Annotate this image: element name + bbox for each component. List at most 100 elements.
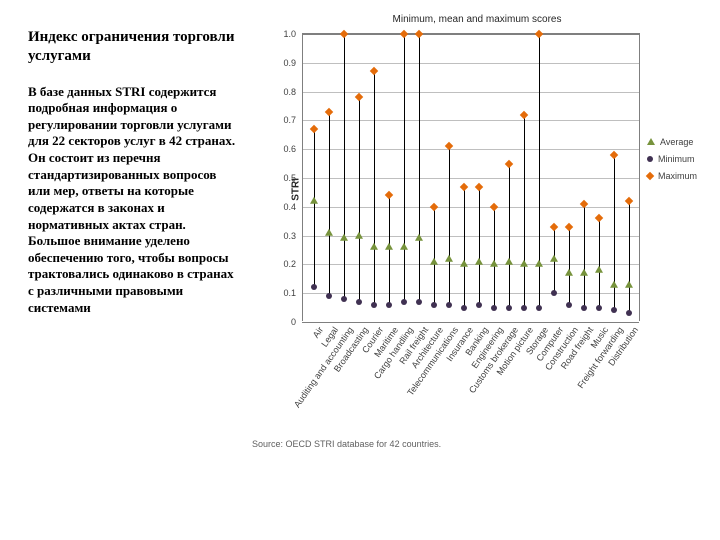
x-axis-labels: AirLegalAuditing and accountingBroadcast… (302, 321, 640, 429)
data-column (599, 34, 600, 321)
legend-label: Maximum (658, 171, 697, 181)
marker-maximum (369, 67, 377, 75)
marker-average (595, 266, 603, 273)
marker-maximum (324, 108, 332, 116)
marker-minimum (371, 302, 377, 308)
text-panel: Индекс ограничения торговли услугами В б… (28, 10, 246, 536)
marker-average (610, 280, 618, 287)
marker-minimum (431, 302, 437, 308)
marker-maximum (459, 182, 467, 190)
data-column (509, 34, 510, 321)
data-column (374, 34, 375, 321)
range-stem (344, 34, 345, 299)
marker-maximum (519, 110, 527, 118)
gridline (302, 92, 639, 93)
marker-minimum (506, 305, 512, 311)
marker-minimum (551, 290, 557, 296)
marker-minimum (581, 305, 587, 311)
marker-average (340, 234, 348, 241)
marker-average (415, 234, 423, 241)
data-column (584, 34, 585, 321)
page-title: Индекс ограничения торговли услугами (28, 28, 236, 66)
marker-minimum (341, 296, 347, 302)
marker-average (445, 254, 453, 261)
chart-plot-area: STRI AverageMinimumMaximum 00.10.20.30.4… (302, 33, 640, 321)
marker-maximum (339, 30, 347, 38)
marker-maximum (489, 203, 497, 211)
range-stem (599, 218, 600, 307)
marker-minimum (386, 302, 392, 308)
data-column (389, 34, 390, 321)
marker-average (475, 257, 483, 264)
range-stem (479, 187, 480, 305)
range-stem (464, 187, 465, 308)
marker-minimum (491, 305, 497, 311)
marker-maximum (594, 214, 602, 222)
chart-subtitle: Minimum, mean and maximum scores (246, 14, 708, 25)
range-stem (629, 201, 630, 313)
range-stem (524, 115, 525, 308)
range-stem (359, 97, 360, 301)
marker-maximum (534, 30, 542, 38)
data-column (479, 34, 480, 321)
range-stem (449, 146, 450, 304)
marker-maximum (399, 30, 407, 38)
y-tick-label: 0.4 (283, 202, 296, 212)
marker-minimum (311, 284, 317, 290)
data-column (629, 34, 630, 321)
marker-maximum (414, 30, 422, 38)
data-column (569, 34, 570, 321)
marker-average (520, 260, 528, 267)
range-stem (509, 164, 510, 308)
range-stem (584, 204, 585, 308)
y-tick-label: 0.6 (283, 144, 296, 154)
marker-average (535, 260, 543, 267)
marker-minimum (566, 302, 572, 308)
chart-legend: AverageMinimumMaximum (647, 136, 697, 187)
marker-maximum (564, 223, 572, 231)
data-column (344, 34, 345, 321)
data-column (449, 34, 450, 321)
gridline (302, 293, 639, 294)
marker-maximum (309, 125, 317, 133)
data-column (524, 34, 525, 321)
marker-average (385, 243, 393, 250)
triangle-icon (647, 138, 655, 145)
marker-average (490, 260, 498, 267)
diamond-icon (646, 171, 654, 179)
marker-minimum (536, 305, 542, 311)
marker-minimum (461, 305, 467, 311)
range-stem (314, 129, 315, 287)
marker-average (370, 243, 378, 250)
data-column (554, 34, 555, 321)
marker-maximum (549, 223, 557, 231)
y-tick-label: 0.3 (283, 231, 296, 241)
marker-average (550, 254, 558, 261)
y-axis-line (302, 34, 303, 321)
range-stem (329, 112, 330, 296)
y-tick-label: 0.2 (283, 259, 296, 269)
marker-minimum (611, 307, 617, 313)
data-column (359, 34, 360, 321)
data-column (419, 34, 420, 321)
marker-minimum (596, 305, 602, 311)
y-tick-label: 0.9 (283, 58, 296, 68)
marker-maximum (384, 191, 392, 199)
marker-average (580, 269, 588, 276)
marker-average (355, 231, 363, 238)
data-column (494, 34, 495, 321)
gridline (302, 120, 639, 121)
marker-minimum (416, 299, 422, 305)
data-column (539, 34, 540, 321)
marker-maximum (504, 159, 512, 167)
marker-minimum (446, 302, 452, 308)
chart-source: Source: OECD STRI database for 42 countr… (252, 439, 708, 449)
marker-minimum (326, 293, 332, 299)
marker-average (325, 229, 333, 236)
range-stem (494, 207, 495, 308)
y-tick-label: 0.1 (283, 288, 296, 298)
range-stem (569, 227, 570, 305)
body-text: В базе данных STRI содержится подробная … (28, 84, 236, 317)
y-tick-label: 0.5 (283, 173, 296, 183)
range-stem (434, 207, 435, 305)
